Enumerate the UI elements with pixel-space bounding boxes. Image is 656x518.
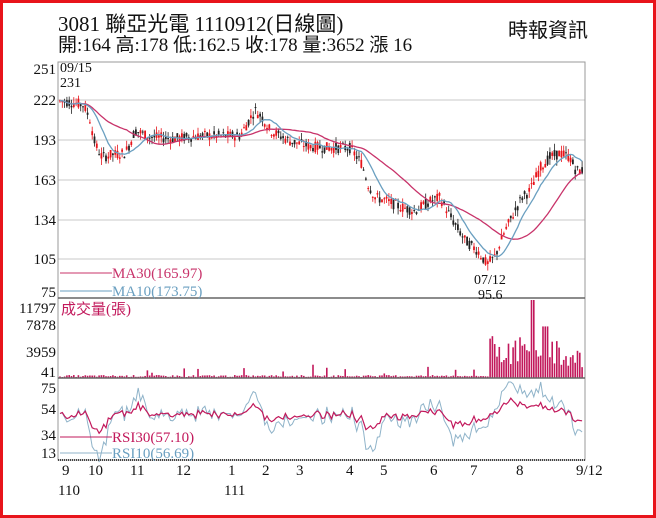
y-tick: 193 bbox=[34, 133, 57, 149]
low-value-label: 95.6 bbox=[478, 288, 503, 303]
x-tick-year: 110 bbox=[58, 483, 80, 499]
low-date-label: 07/12 bbox=[474, 273, 506, 288]
y-tick: 105 bbox=[34, 252, 57, 268]
x-tick-month: 1 bbox=[228, 463, 236, 479]
ohlc-summary: 開:164 高:178 低:162.5 收:178 量:3652 漲 16 bbox=[58, 35, 413, 56]
volume-title: 成交量(張) bbox=[61, 300, 131, 318]
x-tick-month: 6 bbox=[430, 463, 438, 479]
rsi10-legend: RSI10(56.69) bbox=[112, 446, 194, 462]
y-tick: 163 bbox=[34, 173, 57, 189]
y-tick: 251 bbox=[34, 62, 57, 78]
ma10-legend: MA10(173.75) bbox=[112, 284, 202, 300]
volume-y-axis: 11797 7878 3959 41 bbox=[19, 301, 56, 381]
moving-averages bbox=[59, 99, 583, 258]
rsi-y-axis: 75 54 34 13 bbox=[41, 381, 57, 462]
x-tick-month: 3 bbox=[296, 463, 304, 479]
y-tick: 75 bbox=[41, 381, 56, 397]
x-tick-month: 11 bbox=[130, 463, 144, 479]
rsi30-legend: RSI30(57.10) bbox=[112, 430, 194, 446]
candlesticks bbox=[59, 95, 583, 271]
axes bbox=[57, 61, 586, 461]
source-label: 時報資訊 bbox=[508, 20, 588, 42]
y-tick: 11797 bbox=[19, 301, 56, 317]
ma30-legend: MA30(165.97) bbox=[112, 266, 202, 282]
x-tick-month: 10 bbox=[88, 463, 103, 479]
y-tick: 75 bbox=[41, 285, 56, 301]
rsi-lines bbox=[59, 381, 583, 463]
x-tick-month: 4 bbox=[346, 463, 354, 479]
y-tick: 13 bbox=[41, 446, 56, 462]
x-tick-month: 8 bbox=[516, 463, 524, 479]
y-tick: 34 bbox=[41, 428, 57, 444]
grid-lines bbox=[58, 99, 585, 260]
x-tick-month: 9/12 bbox=[576, 463, 603, 479]
price-y-axis: 251 222 193 163 134 105 75 bbox=[34, 62, 57, 301]
x-tick-month: 9 bbox=[62, 463, 70, 479]
y-tick: 54 bbox=[41, 402, 57, 418]
x-tick-year: 111 bbox=[224, 483, 245, 499]
y-tick: 7878 bbox=[26, 318, 56, 334]
chart-title: 3081 聯亞光電 1110912(日線圖) bbox=[58, 12, 344, 36]
x-tick-month: 2 bbox=[262, 463, 270, 479]
x-tick-month: 12 bbox=[176, 463, 191, 479]
x-tick-month: 7 bbox=[470, 463, 478, 479]
volume-bars bbox=[59, 300, 583, 378]
y-tick: 41 bbox=[41, 365, 56, 381]
y-tick: 222 bbox=[34, 93, 57, 109]
y-tick: 3959 bbox=[26, 345, 56, 361]
high-value-label: 231 bbox=[60, 76, 81, 91]
high-date-label: 09/15 bbox=[60, 61, 92, 76]
x-tick-month: 5 bbox=[380, 463, 388, 479]
y-tick: 134 bbox=[34, 213, 57, 229]
